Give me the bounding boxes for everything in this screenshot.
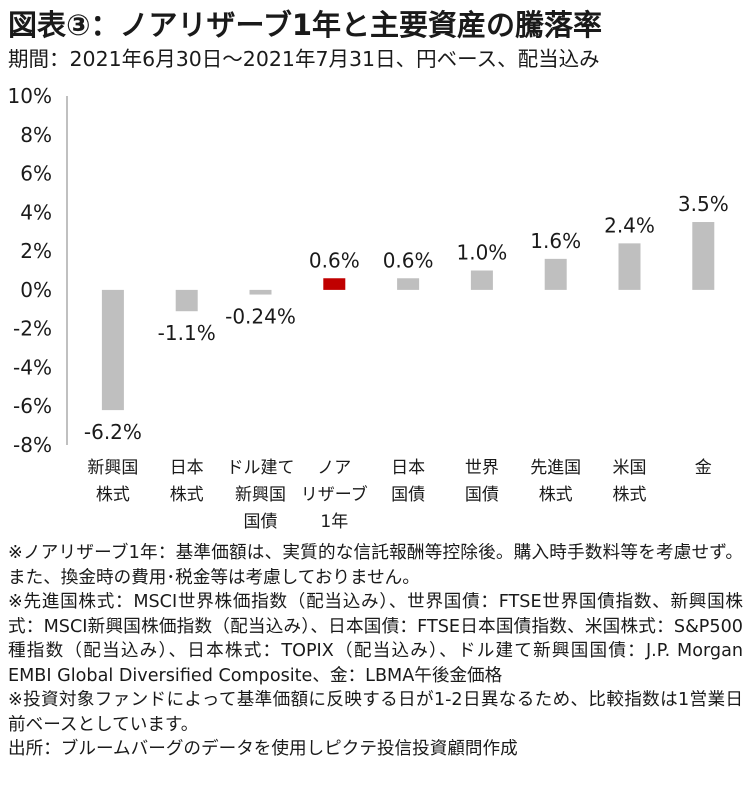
bar (618, 243, 641, 290)
y-tick-label: -8% (13, 433, 52, 457)
x-category-label: 新興国 (87, 458, 138, 478)
chart-subtitle: 期間：2021年6月30日～2021年7月31日、円ベース、配当込み (8, 47, 600, 71)
y-tick-label: 2% (20, 239, 52, 263)
y-tick-label: -2% (13, 317, 52, 341)
footnote-indices: ※先進国株式：MSCI世界株価指数（配当込み）、世界国債：FTSE世界国債指数、… (8, 592, 743, 686)
data-label: -1.1% (158, 321, 216, 345)
y-tick-label: 4% (20, 200, 52, 224)
y-tick-label: 6% (20, 162, 52, 186)
y-tick-label: 0% (20, 278, 52, 302)
x-category-label: 株式 (96, 485, 130, 505)
footnote-source: 出所：ブルームバーグのデータを使用しピクテ投信投資顧問作成 (8, 739, 518, 759)
y-tick-label: -6% (13, 394, 52, 418)
bar (544, 258, 567, 290)
bar (323, 278, 346, 290)
x-category-label: 日本 (170, 458, 204, 478)
data-label: 1.0% (456, 241, 507, 265)
bar (249, 289, 272, 295)
x-category-label: 金 (695, 458, 712, 478)
x-category-label: 先進国 (530, 458, 581, 478)
x-category-label: 米国 (613, 458, 647, 478)
x-category-label: 国債 (465, 485, 499, 505)
y-tick-label: -4% (13, 355, 52, 379)
x-category-label: 日本 (391, 458, 425, 478)
data-label: 0.6% (309, 248, 360, 272)
data-label: -0.24% (225, 305, 296, 329)
bar (101, 289, 124, 411)
x-category-label: 株式 (539, 485, 573, 505)
x-category-label: 新興国 (235, 485, 286, 505)
bar-chart: 10%8%6%4%2%0%-2%-4%-6%-8%-6.2%新興国株式-1.1%… (8, 84, 729, 532)
data-label: -6.2% (84, 420, 142, 444)
data-label: 0.6% (383, 248, 434, 272)
chart-title: 図表③：ノアリザーブ1年と主要資産の騰落率 (8, 8, 602, 42)
x-category-label: 国債 (391, 485, 425, 505)
x-category-label: リザーブ (301, 484, 368, 505)
x-category-label: 世界 (465, 458, 499, 478)
x-category-label: 株式 (613, 485, 647, 505)
x-category-label: ノア (317, 458, 351, 478)
x-category-label: 株式 (170, 485, 204, 505)
footnote-noa-reserve: ※ノアリザーブ1年：基準価額は、実質的な信託報酬等控除後。購入時手数料等を考慮せ… (8, 543, 743, 588)
y-tick-label: 8% (20, 123, 52, 147)
bar (397, 278, 420, 290)
bar (692, 222, 715, 290)
data-label: 3.5% (678, 192, 729, 216)
footnote-timing: ※投資対象ファンドによって基準価額に反映する日が1-2日異なるため、比較指数は1… (8, 690, 743, 735)
footnotes: ※ノアリザーブ1年：基準価額は、実質的な信託報酬等控除後。購入時手数料等を考慮せ… (8, 541, 743, 762)
data-label: 2.4% (604, 213, 655, 237)
bar (175, 289, 198, 312)
data-label: 1.6% (530, 229, 581, 253)
x-category-label: 国債 (244, 512, 278, 532)
y-tick-label: 10% (8, 84, 52, 108)
x-category-label: ドル建て (227, 458, 295, 478)
x-category-label: 1年 (320, 512, 348, 532)
bar (470, 270, 493, 290)
